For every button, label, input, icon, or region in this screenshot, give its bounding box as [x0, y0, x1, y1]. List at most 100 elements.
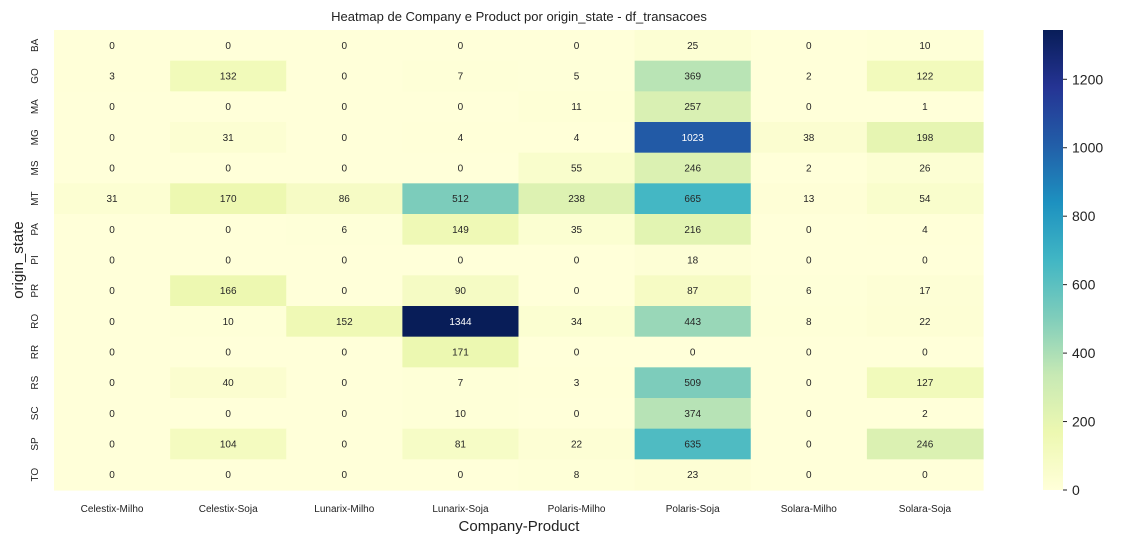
heatmap-cell	[402, 367, 520, 399]
cell-value-label: 2	[806, 72, 812, 83]
y-tick-label: PA	[30, 223, 41, 236]
heatmap-cell	[54, 367, 171, 399]
heatmap-cell	[54, 183, 171, 215]
cell-value-label: 34	[571, 317, 583, 328]
heatmap-cell	[866, 91, 984, 123]
cell-value-label: 0	[458, 102, 464, 113]
heatmap-cell	[750, 306, 868, 338]
heatmap-cell	[170, 91, 287, 123]
heatmap-cell	[402, 398, 520, 430]
heatmap-cell	[170, 398, 287, 430]
x-tick-label: Solara-Milho	[781, 504, 838, 515]
cell-value-label: 3	[109, 72, 115, 83]
cell-value-label: 0	[109, 348, 115, 359]
cell-value-label: 0	[574, 409, 580, 420]
cell-value-label: 374	[684, 409, 701, 420]
x-tick-label: Solara-Soja	[899, 504, 952, 515]
cell-value-label: 10	[919, 41, 931, 52]
y-tick-label: MT	[30, 191, 41, 205]
heatmap-cell	[866, 306, 984, 338]
heatmap-cells	[54, 30, 984, 491]
cell-value-label: 0	[574, 256, 580, 267]
y-tick-label: MS	[30, 160, 41, 175]
cell-value-label: 0	[342, 41, 348, 52]
y-tick-label: RS	[30, 375, 41, 389]
heatmap-cell	[54, 91, 171, 123]
heatmap-cell	[54, 336, 171, 368]
heatmap-cell	[634, 122, 752, 154]
heatmap-cell	[634, 275, 752, 307]
heatmap-cell	[402, 60, 520, 92]
y-tick-label: TO	[30, 468, 41, 482]
y-tick-label: RO	[30, 314, 41, 329]
heatmap-cell	[54, 398, 171, 430]
heatmap-cell	[54, 244, 171, 276]
cell-value-label: 0	[806, 470, 812, 481]
cell-value-label: 11	[571, 102, 582, 113]
cell-value-label: 0	[342, 256, 348, 267]
cell-value-label: 170	[220, 194, 237, 205]
cell-value-label: 10	[223, 317, 235, 328]
heatmap-cell	[634, 398, 752, 430]
cell-value-label: 22	[571, 440, 583, 451]
cell-value-label: 38	[803, 133, 815, 144]
heatmap-cell	[634, 214, 752, 246]
heatmap-cell	[866, 367, 984, 399]
cell-value-label: 0	[458, 164, 464, 175]
cell-value-label: 104	[220, 440, 237, 451]
heatmap-cell	[634, 30, 752, 62]
cell-value-label: 6	[342, 225, 348, 236]
y-tick-label: PI	[30, 255, 41, 264]
heatmap-cell	[286, 275, 403, 307]
colorbar-tick-label: 1200	[1072, 71, 1103, 87]
cell-value-label: 86	[339, 194, 351, 205]
heatmap-cell	[170, 60, 287, 92]
heatmap-cell	[286, 122, 403, 154]
heatmap-cell	[402, 459, 520, 491]
cell-value-label: 31	[223, 133, 235, 144]
heatmap-cell	[750, 428, 868, 460]
heatmap-cell	[170, 275, 287, 307]
y-tick-label: PR	[30, 284, 41, 298]
heatmap-cell	[402, 336, 520, 368]
cell-value-label: 17	[919, 286, 931, 297]
cell-value-label: 1344	[449, 317, 472, 328]
heatmap-cell	[286, 459, 403, 491]
heatmap-cell	[518, 30, 636, 62]
heatmap-cell	[170, 152, 287, 184]
heatmap-cell	[402, 152, 520, 184]
cell-value-label: 443	[684, 317, 701, 328]
cell-value-label: 4	[574, 133, 580, 144]
heatmap-cell	[170, 367, 287, 399]
cell-value-label: 0	[458, 41, 464, 52]
y-tick-label: SP	[30, 437, 41, 451]
heatmap-cell	[286, 244, 403, 276]
colorbar-tick-label: 200	[1072, 414, 1096, 430]
cell-value-label: 0	[922, 256, 928, 267]
cell-value-label: 87	[687, 286, 699, 297]
cell-value-label: 246	[917, 440, 934, 451]
cell-value-label: 0	[458, 256, 464, 267]
cell-value-label: 26	[919, 164, 931, 175]
cell-value-label: 6	[806, 286, 812, 297]
heatmap-cell	[866, 459, 984, 491]
cell-value-label: 5	[574, 72, 580, 83]
heatmap-cell	[286, 367, 403, 399]
heatmap-cell	[170, 306, 287, 338]
heatmap-cell	[750, 244, 868, 276]
heatmap-cell	[866, 60, 984, 92]
cell-value-label: 55	[571, 164, 583, 175]
cell-value-label: 0	[342, 440, 348, 451]
heatmap-cell	[518, 152, 636, 184]
cell-value-label: 0	[342, 72, 348, 83]
heatmap-cell	[54, 60, 171, 92]
heatmap-cell	[54, 30, 171, 62]
heatmap-cell	[866, 122, 984, 154]
cell-value-label: 7	[458, 72, 464, 83]
cell-value-label: 7	[458, 378, 464, 389]
heatmap-cell	[750, 152, 868, 184]
cell-value-label: 4	[922, 225, 928, 236]
cell-value-label: 635	[684, 440, 701, 451]
colorbar	[1043, 30, 1063, 490]
